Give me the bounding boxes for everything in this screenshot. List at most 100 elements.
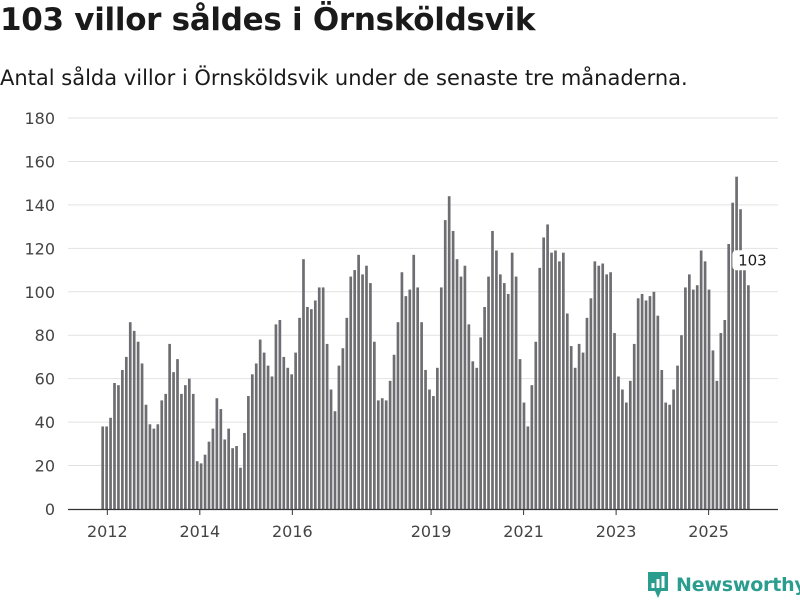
bar (625, 402, 628, 509)
bar (239, 467, 242, 509)
bar (664, 402, 668, 509)
bar (424, 369, 427, 509)
bar (491, 230, 494, 509)
bar (459, 276, 463, 509)
bar (451, 230, 455, 509)
bar (191, 393, 195, 509)
bar (270, 376, 274, 509)
bar (203, 454, 207, 509)
bar (392, 354, 396, 509)
bar (247, 396, 250, 509)
bar (554, 250, 557, 509)
bar (306, 306, 309, 509)
bar (117, 385, 120, 509)
bar (274, 324, 278, 509)
bar (294, 352, 297, 509)
bar (715, 380, 719, 509)
bar (400, 272, 404, 509)
bar (412, 254, 416, 509)
y-tick-label: 160 (24, 152, 55, 171)
bar (231, 448, 234, 509)
bar (258, 339, 262, 509)
bar (680, 335, 683, 509)
bar (439, 287, 443, 509)
bar (380, 398, 384, 509)
bar (640, 293, 644, 509)
bar (660, 369, 664, 509)
bar (404, 296, 408, 509)
y-tick-label: 0 (45, 500, 55, 519)
bar (361, 274, 364, 509)
bar (558, 261, 561, 509)
bar (333, 411, 337, 509)
bar (585, 317, 589, 509)
bar (542, 237, 545, 509)
bar (164, 393, 168, 509)
bar (101, 426, 105, 509)
bar (152, 428, 156, 509)
bar (593, 261, 597, 509)
bar (581, 352, 585, 509)
bar (483, 306, 486, 509)
y-tick-label: 40 (35, 413, 55, 432)
bar (325, 343, 329, 509)
bar (707, 289, 711, 509)
y-tick-label: 20 (35, 457, 55, 476)
bar (499, 274, 502, 509)
bar (184, 385, 187, 509)
bar (176, 359, 179, 509)
bar (538, 267, 542, 509)
bar (428, 389, 431, 509)
bar (349, 276, 353, 509)
bar (219, 409, 223, 509)
bar (136, 341, 140, 509)
bar (565, 313, 569, 509)
bar (711, 350, 715, 509)
y-tick-label: 80 (35, 326, 55, 345)
bar (384, 400, 388, 509)
x-tick-label: 2025 (688, 522, 729, 540)
bar (388, 380, 392, 509)
bar (471, 361, 475, 509)
bar (223, 439, 227, 509)
bar (290, 374, 294, 509)
bar (345, 317, 349, 509)
data-label-bg (732, 250, 765, 271)
bar (613, 333, 616, 509)
bar (211, 428, 215, 509)
bar (684, 287, 687, 509)
bar (250, 374, 254, 509)
bar (124, 356, 128, 509)
bar (589, 298, 593, 509)
bar (353, 270, 357, 509)
bar (487, 276, 490, 509)
bar (199, 463, 203, 509)
bar (739, 209, 742, 510)
bar (373, 341, 376, 509)
bar (735, 176, 738, 509)
bar (148, 424, 152, 509)
bar (577, 343, 581, 509)
bar (514, 276, 518, 509)
bar (475, 367, 479, 509)
bar (168, 343, 171, 509)
x-axis: 2012 2014 2016 2019 2021 2023 2025 (68, 508, 778, 540)
bar (396, 322, 400, 509)
bar (743, 270, 746, 509)
bar (113, 383, 116, 509)
bar (262, 352, 266, 509)
bar (207, 441, 211, 509)
bar (172, 372, 175, 509)
bar (121, 369, 124, 509)
bar (632, 343, 636, 509)
bar (479, 337, 483, 509)
bar (467, 324, 471, 509)
bar (644, 300, 648, 509)
x-tick-label: 2014 (179, 522, 220, 540)
bar (621, 389, 624, 509)
y-tick-label: 120 (24, 239, 55, 258)
bar (443, 220, 447, 509)
bar (648, 296, 652, 509)
x-tick-label: 2021 (503, 522, 544, 540)
bar (254, 363, 258, 509)
